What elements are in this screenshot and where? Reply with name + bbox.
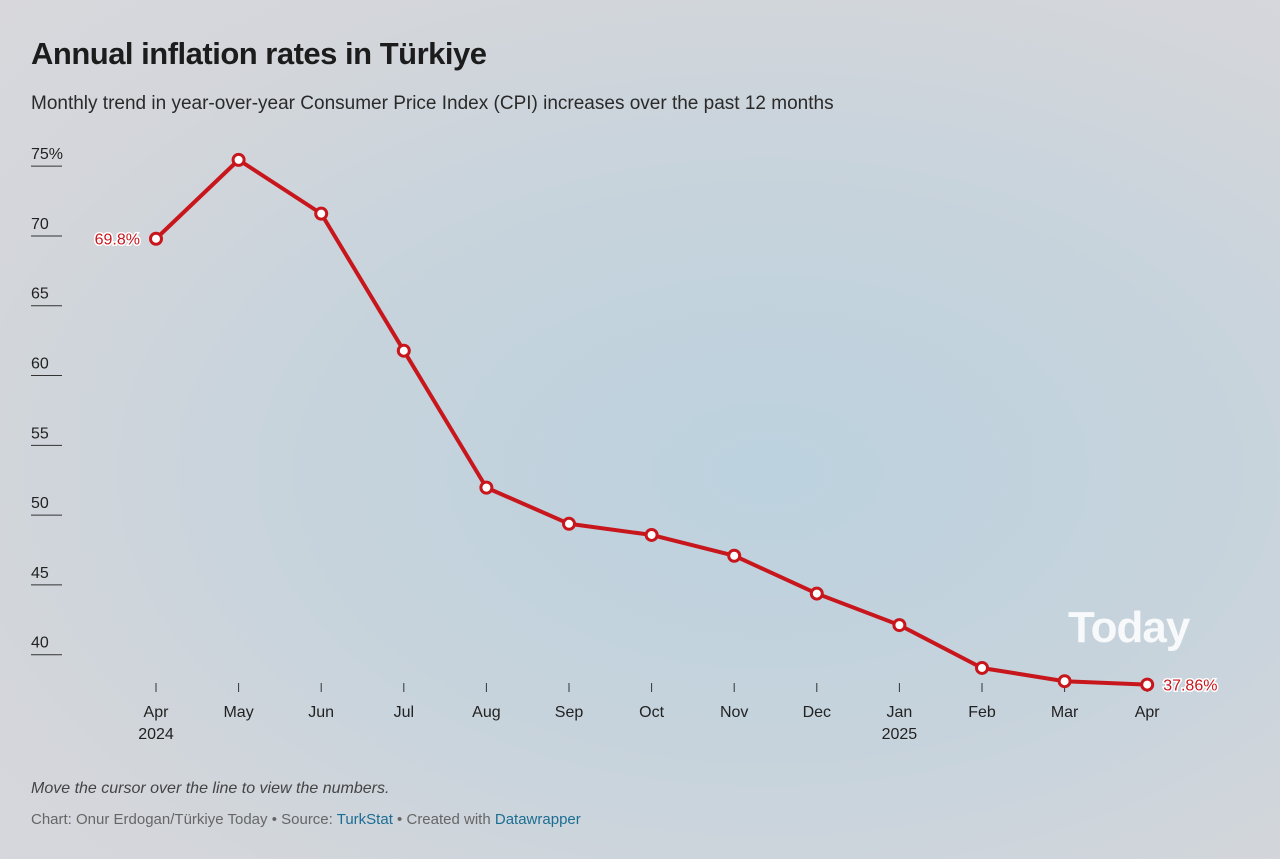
x-tick-label: Apr 2024 [138, 704, 174, 743]
chart-title: Annual inflation rates in Türkiye [31, 36, 487, 71]
point [809, 586, 824, 601]
y-tick-label: 40 [31, 635, 49, 652]
byline: Chart: Onur Erdogan/Türkiye Today [31, 811, 268, 828]
source-link[interactable]: TurkStat [336, 811, 393, 828]
note: Move the cursor over the line to view th… [31, 780, 390, 797]
x-tick-label: Jul [393, 704, 415, 721]
x-tick-label: Aug [472, 704, 501, 721]
x-tick-label: Dec [802, 704, 832, 721]
y-tick-label: 45 [31, 565, 49, 582]
x-tick-label: Jan 2025 [881, 704, 918, 743]
x-tick-label: Apr [1134, 704, 1160, 721]
created-label: Created with [406, 811, 491, 828]
value-label: 37.86% [1163, 678, 1217, 695]
y-tick-label: 55 [31, 425, 49, 442]
y-tick-label: 65 [31, 286, 49, 303]
source-label: Source: [281, 811, 333, 828]
x-tick-label: Jun [308, 704, 335, 721]
point [396, 343, 411, 358]
point [975, 660, 989, 675]
y-tick-label: 60 [31, 356, 49, 373]
point [892, 618, 907, 633]
point [727, 548, 742, 563]
chart-subtitle: Monthly trend in year-over-year Consumer… [31, 93, 834, 114]
x-tick-label: May [223, 704, 254, 721]
point [1057, 674, 1072, 689]
x-tick-label: Feb [968, 704, 996, 721]
point [562, 516, 576, 531]
separator: • [397, 811, 403, 828]
logo: Today [1068, 603, 1190, 652]
point [231, 152, 246, 167]
y-tick-label: 50 [31, 495, 49, 512]
value-label: 69.8% [95, 232, 140, 249]
point [314, 206, 329, 221]
x-tick-label: Nov [719, 704, 749, 721]
point [149, 231, 163, 246]
y-tick-label: 70 [31, 216, 49, 233]
footer: Chart: Onur Erdogan/Türkiye Today • Sour… [31, 811, 581, 828]
point [479, 480, 494, 495]
x-tick-label: Mar [1050, 704, 1079, 721]
separator: • [271, 811, 277, 828]
tool-link[interactable]: Datawrapper [494, 811, 581, 828]
point [644, 527, 659, 542]
point [1140, 677, 1155, 692]
x-tick-label: Oct [639, 704, 665, 721]
x-tick-label: Sep [554, 704, 584, 721]
y-tick-label: 75% [31, 146, 63, 163]
line [154, 157, 1148, 687]
